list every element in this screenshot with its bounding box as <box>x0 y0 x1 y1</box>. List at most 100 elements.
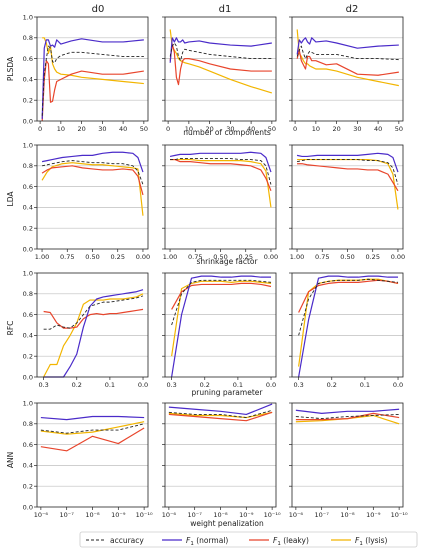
panel-plsda-d1: 0 10 20 30 40 50 <box>162 16 277 133</box>
x-tick-label: 40 <box>119 125 127 133</box>
x-tick-label: 0.00 <box>136 253 150 261</box>
x-tick-label: 0 <box>38 125 42 133</box>
legend-label-f1-leaky: F1 (leaky) <box>273 536 309 547</box>
series-line-normal <box>169 37 272 63</box>
series-line-normal <box>43 289 144 378</box>
x-label-plsda: number of components <box>183 128 271 137</box>
x-label-rfc: pruning parameter <box>192 388 264 397</box>
series-line-normal <box>40 415 145 421</box>
series-line-accuracy <box>168 409 273 419</box>
series-line-leaky <box>40 427 145 452</box>
x-tick-label: 0 <box>166 125 170 133</box>
series-line-accuracy <box>41 45 144 116</box>
series-line-normal <box>41 38 144 119</box>
x-tick-label: 1.00 <box>290 253 304 261</box>
series-line-lysis <box>43 293 144 378</box>
series-line-leaky <box>41 165 144 196</box>
x-tick-label: 30 <box>353 125 361 133</box>
series-line-normal <box>168 403 273 416</box>
y-tick-label: 0.2 <box>23 97 33 105</box>
legend-label-f1-normal: F1 (normal) <box>186 536 228 547</box>
x-tick-label: 20 <box>205 125 213 133</box>
series-line-normal <box>295 408 400 414</box>
x-tick-label: 10⁻⁹ <box>366 511 381 519</box>
x-tick-label: 10⁻⁶ <box>289 511 304 519</box>
x-tick-label: 10⁻⁷ <box>60 511 75 519</box>
x-tick-label: 50 <box>140 125 148 133</box>
series-line-leaky <box>43 308 144 329</box>
x-tick-label: 10⁻⁷ <box>315 511 330 519</box>
x-tick-label: 10 <box>185 125 193 133</box>
y-tick-label: 0.4 <box>23 332 33 340</box>
panel-frame <box>164 16 277 122</box>
y-tick-label: 0.0 <box>23 503 33 511</box>
y-tick-label: 0.2 <box>23 483 33 491</box>
x-tick-label: 0.3 <box>38 381 48 389</box>
series-line-lysis <box>298 278 399 367</box>
series-line-normal <box>41 151 144 173</box>
x-tick-label: 0.1 <box>105 381 115 389</box>
series-line-leaky <box>170 158 272 191</box>
y-tick-label: 0.0 <box>23 117 33 125</box>
series-line-accuracy <box>40 423 145 434</box>
series-line-lysis <box>42 37 144 85</box>
x-tick-label: 0 <box>293 125 297 133</box>
panel-frame <box>291 144 404 250</box>
y-tick-label: 0.2 <box>23 353 33 361</box>
y-tick-label: 0.2 <box>23 225 33 233</box>
series-line-normal <box>296 37 399 55</box>
panel-ann-d1: 10⁻⁶ 10⁻⁷ 10⁻⁸ 10⁻⁹ 10⁻¹⁰ <box>162 402 281 519</box>
series-line-accuracy <box>170 158 272 185</box>
x-tick-label: 10⁻¹⁰ <box>264 511 281 519</box>
series-line-normal <box>169 151 272 173</box>
x-tick-label: 0.0 <box>393 381 403 389</box>
panel-lda-d1: 1.00 0.75 0.50 0.25 0.00 <box>162 144 278 261</box>
series-line-lysis <box>169 29 273 94</box>
x-tick-label: 0.1 <box>360 381 370 389</box>
x-tick-label: 1.00 <box>163 253 177 261</box>
legend-label-f1-lysis: F1 (lysis) <box>355 536 388 547</box>
y-tick-label: 0.4 <box>23 76 33 84</box>
x-tick-label: 20 <box>77 125 85 133</box>
column-title-d1: d1 <box>219 4 232 15</box>
panel-rfc-d1: 0.3 0.2 0.1 0.0 <box>162 272 277 389</box>
column-titles: d0 d1 d2 <box>92 4 359 15</box>
x-tick-label: 40 <box>247 125 255 133</box>
x-tick-label: 0.25 <box>110 253 124 261</box>
y-tick-label: 0.8 <box>23 34 33 42</box>
x-tick-label: 10⁻⁸ <box>340 511 355 519</box>
x-tick-label: 0.3 <box>166 381 176 389</box>
x-tick-label: 0.0 <box>266 381 276 389</box>
panel-plsda-d0: 0.0 0.2 0.4 0.6 0.8 1.0 0 10 20 30 40 50 <box>23 13 149 133</box>
x-tick-label: 0.50 <box>213 253 227 261</box>
panel-ann-d0: 0.0 0.2 0.4 0.6 0.8 1.0 10⁻⁶ 10⁻⁷ 10⁻⁸ 10⁻⁹ 10⁻¹⁰ <box>23 399 153 519</box>
x-tick-label: 0.00 <box>264 253 278 261</box>
x-tick-label: 50 <box>268 125 276 133</box>
panels: 0.00.20.40.60.81.00 10 20 30 40 50 0 10 20 30 40 50… <box>23 13 408 519</box>
x-tick-label: 0.25 <box>238 253 252 261</box>
row-label-plsda: PLSDA <box>6 56 15 81</box>
x-tick-label: 10⁻⁹ <box>111 511 126 519</box>
row-labels: PLSDA LDA RFC ANN <box>6 56 15 468</box>
x-tick-label: 10⁻⁶ <box>162 511 177 519</box>
column-title-d2: d2 <box>346 4 359 15</box>
series-line-lysis <box>170 158 272 208</box>
x-tick-label: 0.50 <box>340 253 354 261</box>
row-label-rfc: RFC <box>6 321 15 336</box>
series-line-lysis <box>296 29 399 87</box>
panel-plsda-d2: 0 10 20 30 40 50 <box>289 16 404 133</box>
x-tick-label: 0.50 <box>85 253 99 261</box>
panel-frame <box>164 272 277 378</box>
x-tick-label: 20 <box>332 125 340 133</box>
series-line-leaky <box>169 43 272 86</box>
series-line-lysis <box>40 421 145 435</box>
panel-lda-d0: 0.0 0.2 0.4 0.6 0.8 1.0 1.00 0.75 0.50 0.25 0.00 <box>23 141 151 261</box>
x-tick-label: 0.75 <box>188 253 202 261</box>
panel-frame <box>291 272 404 378</box>
series-line-accuracy <box>171 279 272 326</box>
series-line-leaky <box>296 49 399 76</box>
series-line-accuracy <box>298 278 399 336</box>
x-tick-label: 50 <box>395 125 403 133</box>
x-tick-label: 0.75 <box>60 253 74 261</box>
